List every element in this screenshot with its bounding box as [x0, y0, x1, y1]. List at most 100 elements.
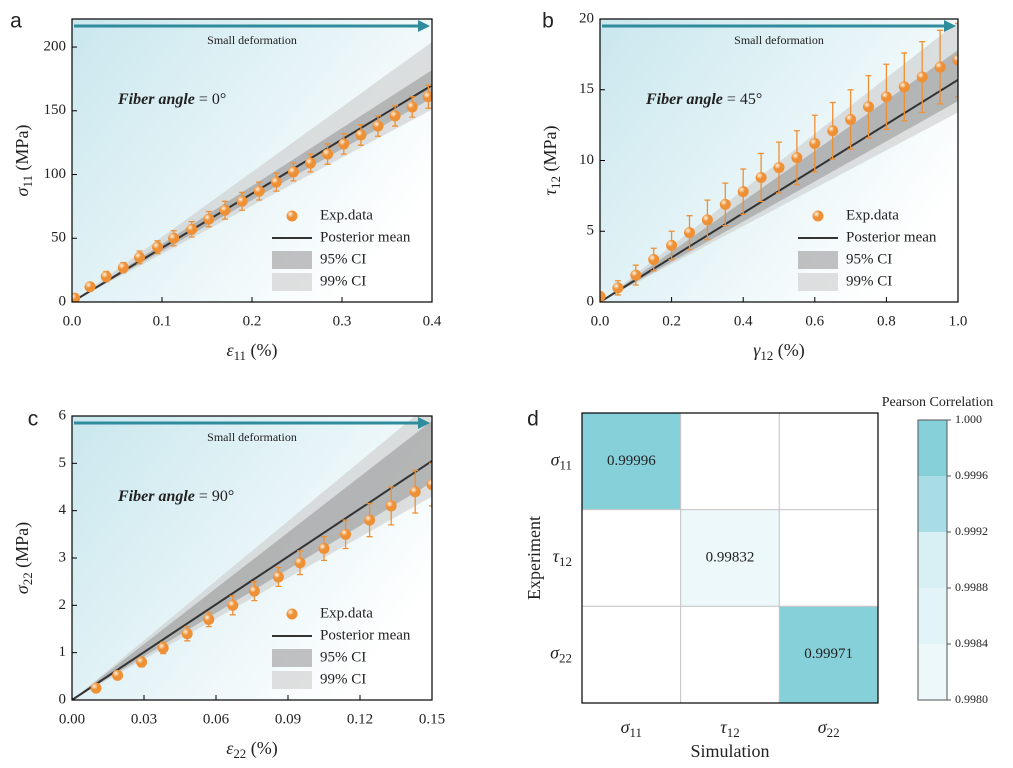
- colorbar-band: [918, 532, 947, 588]
- legend-label: 95% CI: [846, 251, 892, 267]
- ci-band: [72, 416, 432, 700]
- data-point: [898, 81, 910, 93]
- y-tick-label: 0: [59, 293, 67, 309]
- colorbar-tick-label: 0.9984: [955, 636, 988, 650]
- data-point: [287, 166, 299, 178]
- data-point: [117, 262, 129, 274]
- data-point: [666, 239, 678, 251]
- data-point: [84, 281, 96, 293]
- data-point: [134, 251, 145, 263]
- data-point: [355, 129, 367, 141]
- error-bar: [429, 462, 432, 507]
- data-point: [318, 543, 330, 555]
- y-tick-label: 3: [59, 549, 67, 565]
- y-axis-label: σ11 (MPa): [12, 125, 35, 197]
- colorbar-tick-label: 0.9996: [955, 468, 988, 482]
- legend-label: Exp.data: [320, 207, 373, 223]
- legend-label: Posterior mean: [320, 229, 411, 245]
- y-axis-label: σ22 (MPa): [12, 522, 35, 594]
- y-tick-label: 50: [51, 230, 66, 246]
- legend-swatch: [272, 273, 312, 291]
- data-point: [322, 148, 334, 160]
- y-tick-label: 100: [44, 166, 67, 182]
- data-point: [203, 614, 215, 626]
- legend-label: 99% CI: [846, 273, 892, 289]
- data-point: [827, 125, 839, 137]
- x-tick-label: 0.8: [877, 313, 896, 329]
- plot-area: [72, 41, 432, 302]
- ci-band: [72, 420, 432, 700]
- panel-label: b: [542, 10, 554, 33]
- mean-line: [72, 460, 432, 700]
- legend-label: 95% CI: [320, 649, 366, 665]
- arrow-label: Small deformation: [207, 33, 297, 47]
- data-point: [737, 186, 749, 198]
- y-tick-label: 150: [44, 102, 67, 118]
- x-tick-label: 0.12: [347, 711, 373, 727]
- data-point: [112, 669, 124, 681]
- legend-swatch: [272, 671, 312, 689]
- arrow-label: Small deformation: [207, 430, 297, 444]
- arrow-head: [944, 20, 956, 32]
- heat-cell: [581, 509, 682, 607]
- y-axis-label: τ12 (MPa): [540, 126, 563, 196]
- legend-label: 99% CI: [320, 273, 366, 289]
- data-point: [409, 486, 421, 498]
- y-tick-label: τ12: [553, 546, 572, 569]
- heat-cell: [581, 412, 682, 511]
- y-tick-label: 15: [579, 81, 594, 97]
- y-tick-label: 5: [59, 455, 67, 471]
- data-point: [136, 656, 148, 668]
- data-point: [272, 571, 284, 583]
- legend-label: Posterior mean: [320, 627, 411, 643]
- legend-marker: [812, 210, 824, 222]
- data-point: [72, 292, 81, 302]
- panel-label: d: [527, 408, 539, 431]
- cell-label: 0.99971: [804, 646, 853, 662]
- colorbar-tick-label: 0.9988: [955, 580, 988, 594]
- data-point: [719, 198, 731, 210]
- colorbar-band: [918, 476, 947, 532]
- data-point: [203, 213, 215, 225]
- data-point: [364, 514, 376, 526]
- data-point: [168, 232, 180, 244]
- y-tick-label: 0: [587, 293, 595, 309]
- data-point: [422, 91, 432, 103]
- x-tick-label: 0.4: [734, 313, 753, 329]
- heat-cell: [581, 605, 682, 704]
- y-tick-label: 20: [579, 10, 594, 26]
- colorbar-band: [918, 420, 947, 476]
- data-point: [100, 271, 112, 283]
- x-tick-label: 0.2: [243, 313, 262, 329]
- data-point: [338, 138, 350, 150]
- data-point: [294, 557, 306, 569]
- data-point: [372, 120, 384, 132]
- y-tick-label: 6: [59, 407, 67, 423]
- x-tick-label: 0.00: [59, 711, 85, 727]
- data-point: [90, 682, 102, 694]
- data-point: [863, 101, 874, 113]
- data-point: [385, 500, 397, 512]
- data-point: [684, 227, 695, 239]
- legend-marker: [286, 210, 298, 222]
- x-tick-label: 1.0: [949, 313, 968, 329]
- x-tick-label: 0.1: [153, 313, 172, 329]
- x-tick-label: 0.09: [275, 711, 301, 727]
- x-tick-label: σ11: [621, 717, 642, 740]
- data-point: [612, 282, 624, 294]
- data-point: [630, 269, 642, 281]
- data-point: [219, 204, 231, 216]
- mean-line: [72, 84, 432, 302]
- legend-swatch: [272, 251, 312, 269]
- x-axis-label: ε11 (%): [226, 340, 277, 363]
- data-point: [916, 71, 928, 83]
- data-point: [152, 241, 163, 253]
- legend-label: Exp.data: [846, 207, 899, 223]
- colorbar-tick-label: 1.000: [955, 412, 982, 426]
- data-point: [227, 599, 239, 611]
- heat-cell: [680, 412, 780, 511]
- annotation: Fiber angle = 0°: [117, 91, 226, 108]
- data-point: [157, 642, 169, 654]
- y-tick-label: 10: [579, 152, 594, 168]
- y-tick-label: 4: [59, 502, 67, 518]
